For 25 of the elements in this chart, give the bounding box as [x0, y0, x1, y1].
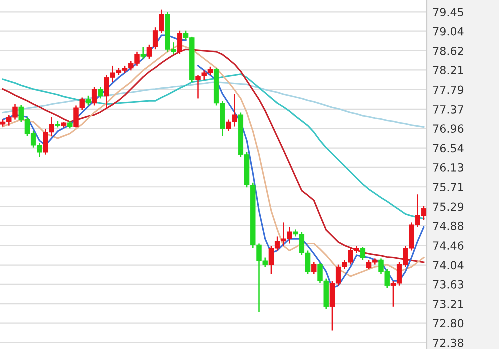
y-tick-label: 77.79 — [433, 86, 464, 94]
candlestick — [140, 46, 146, 60]
y-tick-label: 73.21 — [433, 300, 464, 308]
candlestick — [98, 86, 104, 100]
y-tick-label: 73.63 — [433, 280, 464, 289]
y-tick-label: 78.21 — [433, 66, 464, 75]
y-tick-label: 79.45 — [433, 8, 464, 17]
y-tick-label: 72.80 — [433, 319, 464, 328]
y-tick-label: 74.04 — [433, 261, 464, 270]
y-tick-label: 76.54 — [433, 144, 464, 153]
y-tick-label: 72.38 — [433, 338, 464, 348]
y-tick-label: 74.46 — [433, 242, 464, 250]
candlestick — [312, 262, 317, 275]
candlestick — [177, 30, 183, 55]
y-tick-label: 76.13 — [433, 163, 464, 172]
candlestick — [92, 86, 98, 106]
candlestick — [360, 246, 366, 261]
y-tick-label: 77.37 — [433, 105, 464, 114]
candlestick — [86, 95, 92, 106]
y-tick-label: 75.29 — [433, 202, 464, 212]
y-tick-label: 76.96 — [433, 124, 464, 134]
y-tick-label: 78.62 — [433, 46, 464, 56]
y-tick-label: 74.88 — [433, 222, 464, 230]
y-tick-label: 75.71 — [433, 183, 464, 192]
y-tick-label: 79.04 — [433, 27, 464, 36]
